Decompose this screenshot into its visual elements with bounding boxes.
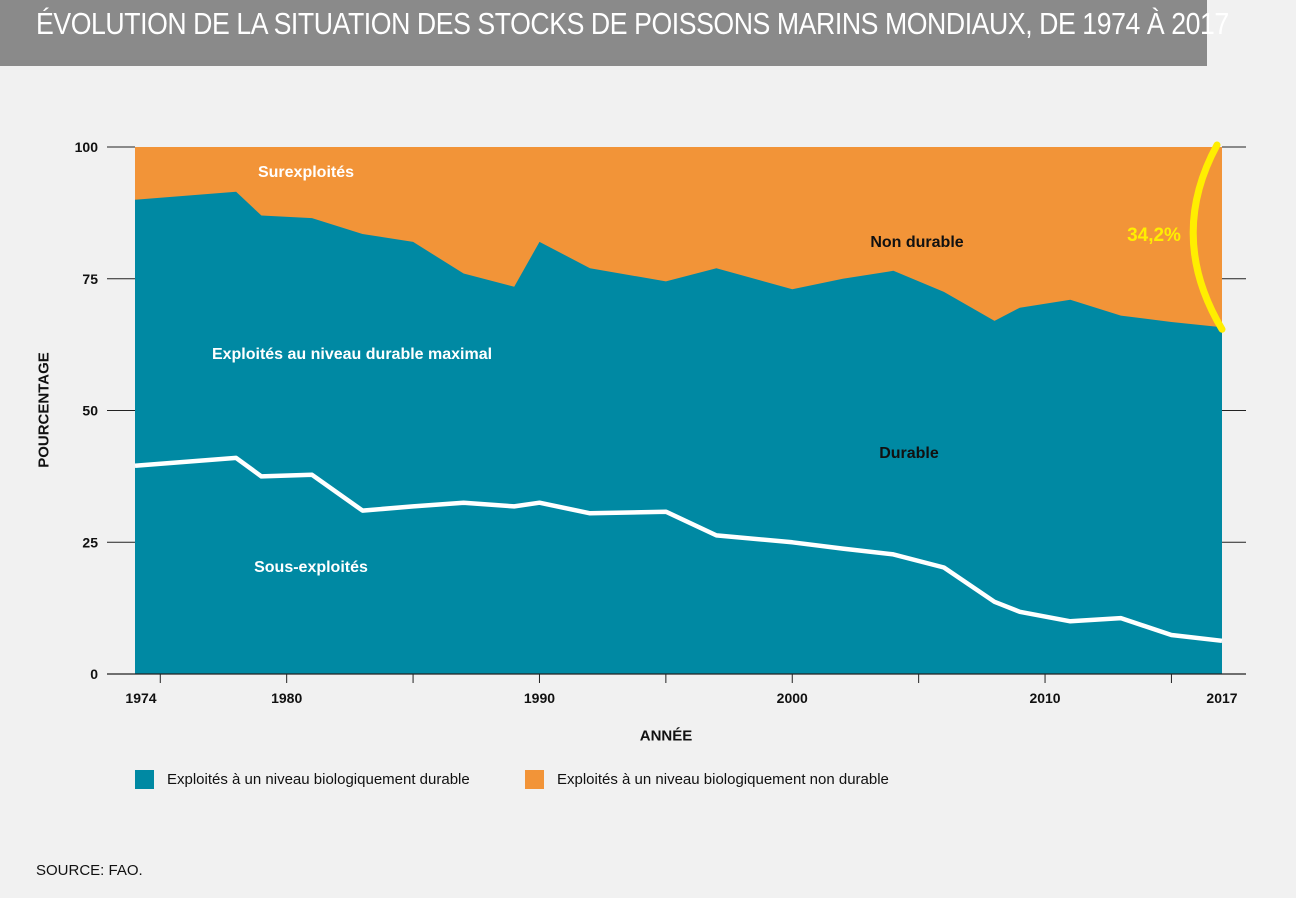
x-tick-label-1990: 1990: [524, 690, 555, 706]
highlight-value-label: 34,2%: [1127, 225, 1181, 246]
legend-swatch-non-durable: [525, 770, 544, 789]
x-tick-label-2000: 2000: [777, 690, 808, 706]
x-tick-label-2017: 2017: [1206, 690, 1237, 706]
x-tick-label-1980: 1980: [271, 690, 302, 706]
legend-label-non-durable: Exploités à un niveau biologiquement non…: [557, 771, 889, 788]
y-tick-label-50: 50: [82, 403, 98, 419]
annotation-non-durable: Non durable: [870, 234, 963, 251]
page-title: ÉVOLUTION DE LA SITUATION DES STOCKS DE …: [36, 6, 1229, 41]
legend-swatch-durable: [135, 770, 154, 789]
y-tick-label-0: 0: [90, 666, 98, 682]
x-tick-label-1974: 1974: [125, 690, 156, 706]
line-sous-exploites: [134, 455, 1223, 644]
highlight-bracket: [1189, 141, 1226, 333]
source-note: SOURCE: FAO.: [36, 862, 143, 879]
x-tick-label-2010: 2010: [1029, 690, 1060, 706]
area-durable: [135, 191, 1222, 675]
y-axis-label: POURCENTAGE: [35, 352, 53, 468]
annotation-surexploites: Surexploités: [258, 164, 354, 181]
y-tick-label-75: 75: [82, 271, 98, 287]
y-tick-label-25: 25: [82, 534, 98, 550]
legend-item-non-durable: Exploités à un niveau biologiquement non…: [525, 770, 889, 789]
y-tick-label-100: 100: [75, 139, 99, 155]
title-bar: ÉVOLUTION DE LA SITUATION DES STOCKS DE …: [0, 0, 1229, 66]
legend-label-durable: Exploités à un niveau biologiquement dur…: [167, 771, 470, 788]
annotation-durable: Durable: [879, 445, 939, 462]
annotation-exploites-max: Exploités au niveau durable maximal: [212, 346, 492, 363]
x-axis-label: ANNÉE: [639, 727, 693, 745]
annotation-sous-exploites: Sous-exploités: [254, 559, 368, 576]
legend-item-durable: Exploités à un niveau biologiquement dur…: [135, 770, 470, 789]
